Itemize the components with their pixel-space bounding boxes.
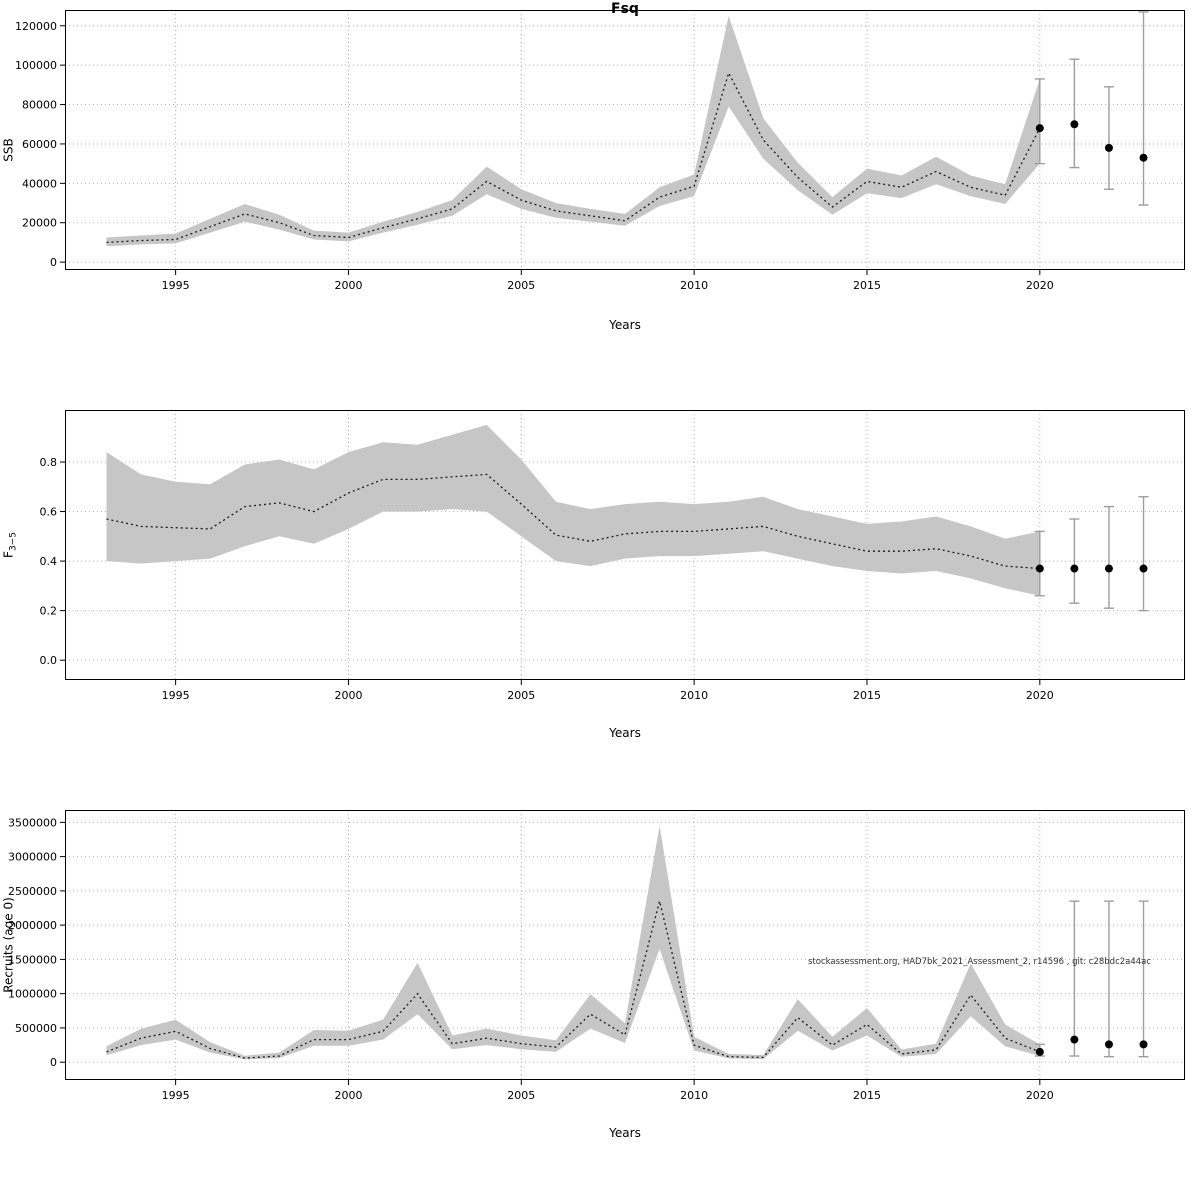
svg-text:0.2: 0.2 bbox=[40, 605, 58, 618]
median-line bbox=[106, 900, 1041, 1059]
svg-text:2020: 2020 bbox=[1026, 279, 1054, 292]
svg-text:0.0: 0.0 bbox=[40, 654, 58, 667]
svg-text:2005: 2005 bbox=[507, 1089, 535, 1102]
axis-ticks: 1995 2000 2005 2010 2015 2020 0.0 0.2 0.4 0.6 0.8 bbox=[40, 456, 1054, 702]
f-y-axis-label-sub: 3−5 bbox=[8, 532, 19, 552]
svg-text:1995: 1995 bbox=[162, 689, 190, 702]
forecast-intervals bbox=[1034, 11, 1149, 206]
svg-text:2015: 2015 bbox=[853, 1089, 881, 1102]
forecast-points bbox=[1035, 1035, 1148, 1056]
svg-text:2000000: 2000000 bbox=[8, 919, 57, 932]
svg-text:0.6: 0.6 bbox=[40, 506, 58, 519]
svg-text:1500000: 1500000 bbox=[8, 953, 57, 966]
svg-text:2000: 2000 bbox=[334, 1089, 362, 1102]
ssb-panel: 1995 2000 2005 2010 2015 2020 0 20000 40000 60000… bbox=[0, 10, 1200, 360]
svg-text:2015: 2015 bbox=[853, 689, 881, 702]
confidence-band bbox=[106, 424, 1040, 596]
svg-text:40000: 40000 bbox=[22, 177, 57, 190]
recruitment-x-axis-label: Years bbox=[609, 1126, 641, 1140]
recruitment-y-axis-label-text: Recruits (age 0) bbox=[1, 897, 16, 993]
svg-text:1995: 1995 bbox=[162, 1089, 190, 1102]
axis-ticks: 1995 2000 2005 2010 2015 2020 0 20000 40000 60000… bbox=[15, 20, 1054, 292]
confidence-band bbox=[106, 825, 1040, 1060]
svg-text:1995: 1995 bbox=[162, 279, 190, 292]
svg-text:100000: 100000 bbox=[15, 59, 57, 72]
svg-text:2010: 2010 bbox=[680, 279, 708, 292]
svg-text:2010: 2010 bbox=[680, 1089, 708, 1102]
svg-text:0.4: 0.4 bbox=[40, 555, 58, 568]
svg-text:2000: 2000 bbox=[334, 279, 362, 292]
f-y-axis-label: F3−5 bbox=[1, 532, 18, 558]
svg-text:3000000: 3000000 bbox=[8, 851, 57, 864]
figure-title: Fsq bbox=[611, 1, 639, 17]
plot-border bbox=[65, 410, 1185, 680]
svg-text:80000: 80000 bbox=[22, 99, 57, 112]
svg-text:120000: 120000 bbox=[15, 20, 57, 33]
forecast-intervals bbox=[1034, 900, 1149, 1058]
watermark-text: stockassessment.org, HAD7bk_2021_Assessm… bbox=[808, 957, 1151, 967]
svg-text:0.8: 0.8 bbox=[40, 456, 58, 469]
recruitment-panel: 1995 2000 2005 2010 2015 2020 0 500000 1000000 15… bbox=[0, 810, 1200, 1170]
ssb-y-axis-label: SSB bbox=[1, 138, 18, 161]
f-y-axis-label-text: F bbox=[1, 551, 16, 558]
svg-text:0: 0 bbox=[50, 1056, 57, 1069]
fishing-mortality-panel: 1995 2000 2005 2010 2015 2020 0.0 0.2 0.4 0.6 0.8 … bbox=[0, 410, 1200, 760]
plot-border bbox=[65, 10, 1185, 270]
svg-text:2000: 2000 bbox=[334, 689, 362, 702]
svg-text:2005: 2005 bbox=[507, 279, 535, 292]
f-x-axis-label: Years bbox=[609, 726, 641, 740]
svg-text:2015: 2015 bbox=[853, 279, 881, 292]
forecast-points bbox=[1035, 120, 1148, 162]
axis-ticks: 1995 2000 2005 2010 2015 2020 0 500000 1000000 15… bbox=[8, 816, 1054, 1102]
fishing-mortality-chart: 1995 2000 2005 2010 2015 2020 0.0 0.2 0.4 0.6 0.8 bbox=[40, 410, 1185, 702]
median-line bbox=[106, 473, 1040, 570]
ssb-x-axis-label: Years bbox=[609, 318, 641, 332]
forecast-points bbox=[1035, 564, 1148, 573]
svg-text:2020: 2020 bbox=[1026, 689, 1054, 702]
svg-text:0: 0 bbox=[50, 256, 57, 269]
confidence-band bbox=[106, 15, 1040, 247]
svg-text:2500000: 2500000 bbox=[8, 885, 57, 898]
gridlines bbox=[65, 10, 1185, 270]
recruitment-chart: 1995 2000 2005 2010 2015 2020 0 500000 1000000 15… bbox=[8, 810, 1185, 1102]
median-line bbox=[106, 71, 1041, 244]
svg-text:2020: 2020 bbox=[1026, 1089, 1054, 1102]
plot-border bbox=[65, 810, 1185, 1080]
svg-text:1000000: 1000000 bbox=[8, 988, 57, 1001]
svg-text:3500000: 3500000 bbox=[8, 816, 57, 829]
ssb-y-axis-label-text: SSB bbox=[1, 138, 16, 162]
recruitment-y-axis-label: Recruits (age 0) bbox=[1, 897, 18, 993]
forecast-intervals bbox=[1034, 495, 1149, 612]
svg-text:2010: 2010 bbox=[680, 689, 708, 702]
svg-text:20000: 20000 bbox=[22, 217, 57, 230]
svg-text:2005: 2005 bbox=[507, 689, 535, 702]
ssb-chart: 1995 2000 2005 2010 2015 2020 0 20000 40000 60000… bbox=[15, 10, 1185, 292]
svg-text:500000: 500000 bbox=[15, 1022, 57, 1035]
svg-text:60000: 60000 bbox=[22, 138, 57, 151]
